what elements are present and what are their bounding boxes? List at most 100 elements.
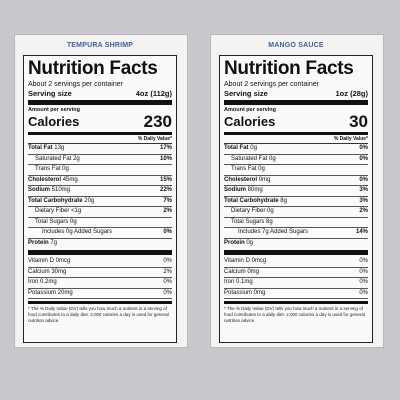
nutrient-label: Trans Fat 0g xyxy=(231,166,265,172)
nutrient-amount: 7g xyxy=(50,239,58,246)
potassium-row: Potassium 0mg 0% xyxy=(224,289,368,299)
dietary-fiber-row: Dietary Fiber <1g 2% xyxy=(28,207,172,218)
nutrient-amount: 8g xyxy=(280,197,287,204)
nutrient-percent: 3% xyxy=(359,197,368,204)
divider-medium xyxy=(28,301,172,304)
calcium-row: Calcium 30mg 2% xyxy=(28,268,172,278)
servings-per-container: About 2 servings per container xyxy=(28,81,123,88)
total-fat-row: Total Fat 0g 0% xyxy=(224,144,368,155)
calories-row: Calories 30 xyxy=(224,112,368,131)
nutrient-label: Sodium xyxy=(28,187,50,193)
saturated-fat-row: Saturated Fat 2g 10% xyxy=(28,155,172,165)
servings-per-container: About 2 servings per container xyxy=(224,81,319,88)
protein-row: Protein 0g xyxy=(224,239,368,249)
nutrient-label: Iron 0.1mg xyxy=(224,279,253,285)
total-sugars-row: Total Sugars 8g xyxy=(224,218,368,228)
nutrient-label: Potassium 20mg xyxy=(28,289,73,296)
label-title: Nutrition Facts xyxy=(28,58,158,79)
serving-size: Serving size 1oz (28g) xyxy=(224,89,368,98)
nutrient-label: Calcium 30mg xyxy=(28,268,67,275)
nutrient-percent: 0% xyxy=(163,229,172,235)
serving-size-value: 4oz (112g) xyxy=(135,89,172,98)
serving-size-label: Serving size xyxy=(28,89,72,98)
divider-thick xyxy=(28,100,172,105)
nutrient-label: Saturated Fat 0g xyxy=(231,155,276,162)
dietary-fiber-row: Dietary Fiber 0g 2% xyxy=(224,207,368,218)
added-sugars-row: Includes 0g Added Sugars 0% xyxy=(28,228,172,239)
cholesterol-row: Cholesterol 0mg 0% xyxy=(224,176,368,186)
nutrient-label: Sodium xyxy=(224,187,246,193)
iron-row: Iron 0.1mg 0% xyxy=(224,278,368,289)
nutrient-amount: 0mg xyxy=(258,176,271,183)
nutrient-label: Iron 0.2mg xyxy=(28,279,57,285)
nutrient-label: Total Carbohydrate xyxy=(28,197,83,204)
nutrient-label: Total Fat xyxy=(224,145,249,151)
nutrient-label: Protein xyxy=(28,239,49,246)
serving-size-value: 1oz (28g) xyxy=(335,89,368,98)
potassium-row: Potassium 20mg 0% xyxy=(28,289,172,299)
trans-fat-row: Trans Fat 0g xyxy=(28,165,172,176)
saturated-fat-row: Saturated Fat 0g 0% xyxy=(224,155,368,165)
total-carbohydrate-row: Total Carbohydrate 20g 7% xyxy=(28,197,172,207)
divider-medium xyxy=(224,301,368,304)
divider-medium xyxy=(224,132,368,135)
nutrient-label: Protein xyxy=(224,239,245,246)
nutrient-percent: 15% xyxy=(159,176,172,183)
nutrient-label: Total Sugars 8g xyxy=(231,218,273,225)
vitamins-section: Vitamin D 0mcg 0% Calcium 0mg 0% Iron 0.… xyxy=(224,257,368,299)
nutrient-amount: 0g xyxy=(250,145,257,151)
vitamin-d-row: Vitamin D 0mcg 0% xyxy=(224,257,368,268)
nutrient-amount: 80mg xyxy=(247,187,263,193)
nutrient-amount: 45mg xyxy=(62,176,78,183)
nutrition-label: Nutrition Facts About 2 servings per con… xyxy=(23,55,177,343)
nutrient-label: Total Sugars 0g xyxy=(35,218,77,225)
product-title: MANGO SAUCE xyxy=(268,42,324,49)
divider-thick xyxy=(224,100,368,105)
nutrient-label: Includes 7g Added Sugars xyxy=(238,229,309,235)
footnote: * The % Daily Value (DV) tells you how m… xyxy=(224,306,365,323)
nutrient-percent: 0% xyxy=(359,289,368,296)
sodium-row: Sodium 80mg 3% xyxy=(224,186,368,197)
nutrient-percent: 2% xyxy=(359,208,368,214)
vitamins-section: Vitamin D 0mcg 0% Calcium 30mg 2% Iron 0… xyxy=(28,257,172,299)
nutrient-percent: 17% xyxy=(159,145,172,151)
divider xyxy=(224,143,368,144)
nutrient-label: Vitamin D 0mcg xyxy=(28,258,71,264)
nutrient-label: Trans Fat 0g xyxy=(35,166,69,172)
calories-label: Calories xyxy=(224,114,276,129)
total-fat-row: Total Fat 13g 17% xyxy=(28,144,172,155)
nutrient-label: Dietary Fiber 0g xyxy=(231,208,274,214)
calories-value: 30 xyxy=(349,112,368,131)
nutrient-percent: 14% xyxy=(355,229,368,235)
nutrient-label: Cholesterol xyxy=(224,176,258,183)
amount-per-serving: Amount per serving xyxy=(28,107,80,113)
product-title: TEMPURA SHRIMP xyxy=(66,42,134,49)
daily-value-header: % Daily Value* xyxy=(137,136,172,142)
calories-row: Calories 230 xyxy=(28,112,172,131)
total-carbohydrate-row: Total Carbohydrate 8g 3% xyxy=(224,197,368,207)
divider-medium xyxy=(28,132,172,135)
nutrition-label: Nutrition Facts About 2 servings per con… xyxy=(219,55,373,343)
serving-size-label: Serving size xyxy=(224,89,268,98)
serving-size: Serving size 4oz (112g) xyxy=(28,89,172,98)
nutrient-percent: 2% xyxy=(163,268,172,275)
nutrient-label: Saturated Fat 2g xyxy=(35,155,80,162)
nutrient-percent: 0% xyxy=(359,258,368,264)
protein-row: Protein 7g xyxy=(28,239,172,249)
calories-value: 230 xyxy=(143,112,172,131)
sodium-row: Sodium 510mg 22% xyxy=(28,186,172,197)
divider-thick xyxy=(28,250,172,255)
nutrient-percent: 0% xyxy=(359,268,368,275)
nutrient-amount: 20g xyxy=(84,197,95,204)
nutrient-percent: 0% xyxy=(359,279,368,285)
nutrient-label: Dietary Fiber <1g xyxy=(35,208,82,214)
nutrient-amount: 510mg xyxy=(51,187,71,193)
added-sugars-row: Includes 7g Added Sugars 14% xyxy=(224,228,368,239)
iron-row: Iron 0.2mg 0% xyxy=(28,278,172,289)
cholesterol-row: Cholesterol 45mg 15% xyxy=(28,176,172,186)
nutrient-percent: 3% xyxy=(359,187,368,193)
calories-label: Calories xyxy=(28,114,80,129)
nutrient-percent: 7% xyxy=(163,197,172,204)
amount-per-serving: Amount per serving xyxy=(224,107,276,113)
